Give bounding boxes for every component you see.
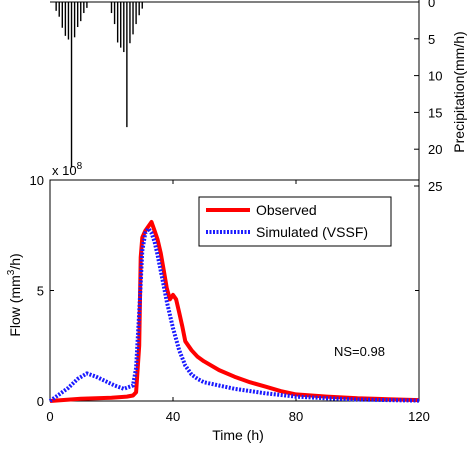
legend-label-observed: Observed	[256, 202, 317, 218]
flow-ylabel-superscript: 3	[6, 269, 17, 275]
precip-y-tick-label: 20	[428, 142, 442, 157]
multiplier-base: x 10	[52, 163, 77, 178]
flow-ylabel-part1: Flow (mm	[7, 275, 23, 336]
flow-x-tick-label: 80	[289, 409, 303, 424]
flow-x-tick-label: 40	[166, 409, 180, 424]
flow-x-axis-label: Time (h)	[212, 427, 264, 443]
legend-box	[198, 196, 392, 247]
precip-bars	[55, 2, 143, 168]
flow-series	[48, 220, 420, 403]
flow-y-axis-label: Flow (mm3/h)	[6, 253, 23, 336]
precip-y-tick-label: 15	[428, 105, 442, 120]
flow-panel: 0 40 80 120 0 5 10 x 108 Flow (mm3/h) Time (h)…	[6, 161, 430, 443]
flow-ticks: 0 40 80 120 0 5 10	[30, 173, 430, 424]
precip-y-tick-label: 25	[428, 179, 442, 194]
flow-ylabel-part3: /h)	[7, 253, 23, 269]
precip-y-axis-label: Precipitation(mm/h)	[451, 31, 467, 152]
precip-y-tick-label: 0	[428, 0, 435, 10]
precip-y-ticks: 0 5 10 15 20 25	[414, 0, 442, 194]
observed-series-line	[49, 220, 420, 403]
precip-y-tick-label: 5	[428, 32, 435, 47]
ns-annotation: NS=0.98	[334, 344, 385, 359]
precip-panel: 0 5 10 15 20 25 Precipitation(mm/h)	[50, 0, 467, 194]
flow-y-tick-label: 10	[30, 173, 44, 188]
precip-y-tick-label: 10	[428, 69, 442, 84]
flow-y-tick-label: 5	[37, 284, 44, 299]
flow-y-tick-label: 0	[37, 394, 44, 409]
legend-label-simulated: Simulated (VSSF)	[256, 224, 368, 240]
multiplier-exponent: 8	[77, 161, 83, 172]
flow-x-tick-label: 0	[46, 409, 53, 424]
legend: Observed Simulated (VSSF)	[198, 196, 392, 247]
flow-x-tick-label: 120	[408, 409, 430, 424]
flow-multiplier: x 108	[52, 161, 83, 178]
